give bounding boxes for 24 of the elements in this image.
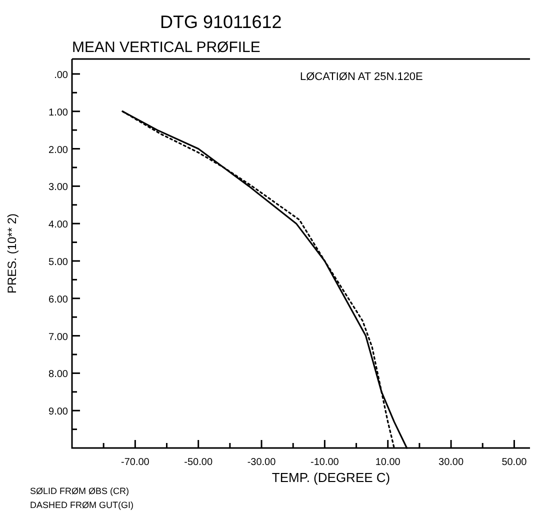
x-tick-label: 30.00 bbox=[438, 457, 464, 468]
x-tick-label: 50.00 bbox=[502, 457, 528, 468]
y-tick-label: 1.00 bbox=[48, 107, 68, 118]
text: DASHED FRØM GUT(GI) bbox=[30, 500, 134, 510]
y-tick-label: 7.00 bbox=[48, 332, 68, 343]
y-tick-label: 8.00 bbox=[48, 369, 68, 380]
x-tick-label: -30.00 bbox=[247, 457, 276, 468]
y-tick-label: 3.00 bbox=[48, 182, 68, 194]
y-tick-label: 5.00 bbox=[48, 256, 68, 268]
y-tick-label: 4.00 bbox=[48, 220, 68, 231]
y-tick-label: .00 bbox=[54, 70, 68, 81]
annotation: LØCATIØN AT 25N.120E bbox=[300, 71, 423, 83]
x-axis-title: TEMP. (DEGREE C) bbox=[272, 470, 390, 485]
text: SØLID FRØM ØBS (CR) bbox=[30, 486, 130, 496]
y-tick-label: 2.00 bbox=[48, 144, 68, 156]
x-tick-label: -70.00 bbox=[120, 457, 150, 468]
y-axis-title: PRES. (10** 2) bbox=[5, 213, 19, 294]
y-tick-label: 6.00 bbox=[48, 294, 68, 306]
y-tick-label: 9.00 bbox=[48, 406, 68, 418]
x-tick-label: 10.00 bbox=[375, 457, 401, 468]
chart-subtitle: MEAN VERTICAL PRØFILE bbox=[72, 39, 260, 56]
x-tick-label: -10.00 bbox=[310, 457, 340, 468]
x-tick-label: -50.00 bbox=[184, 457, 213, 468]
chart-title: DTG 91011612 bbox=[160, 12, 282, 32]
